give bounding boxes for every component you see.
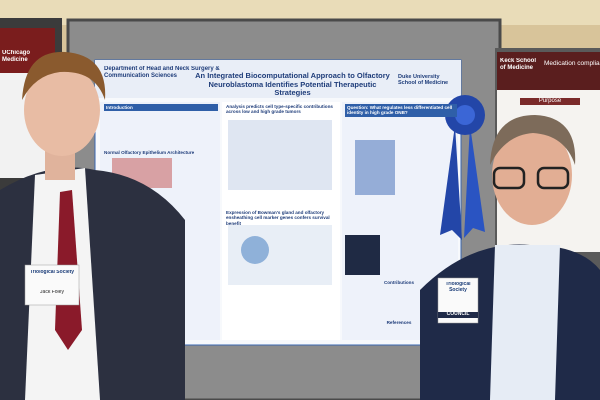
poster-title: An Integrated Biocomputational Approach … (195, 72, 390, 98)
badge-org: Triological Society (29, 270, 75, 275)
ribbon-tail (464, 125, 485, 238)
section-heading: Question: What regulates less differenti… (345, 104, 457, 117)
section-heading: Contributions (383, 280, 415, 285)
rosette-center (455, 105, 475, 125)
ribbon-tail (440, 125, 462, 240)
right-poster-logo: Keck School of Medicine (500, 58, 537, 71)
badge-role: COUNCIL (438, 312, 478, 318)
right-poster-heading: Medication complia (544, 60, 600, 67)
glasses (536, 166, 570, 190)
section-heading: Introduction (104, 104, 218, 112)
badge-name: Jack Foley (40, 290, 64, 295)
glasses (492, 166, 526, 190)
right-poster-section: Purpose (520, 98, 580, 105)
right-poster-header (497, 52, 600, 90)
section-heading: Normal Olfactory Epithelium Architecture (104, 150, 195, 155)
figure (241, 236, 269, 264)
poster-logo: Duke University School of Medicine (398, 74, 449, 87)
section-heading: References (386, 320, 412, 325)
badge-org: Triological Society (445, 282, 471, 293)
figure (355, 140, 395, 195)
name-badge (24, 264, 80, 306)
figure (228, 120, 332, 190)
poster-header (95, 60, 461, 98)
hair (490, 115, 576, 165)
poster-department: Department of Head and Neck Surgery & Co… (104, 66, 220, 79)
figure (345, 235, 380, 275)
shirt (490, 245, 560, 400)
face (24, 64, 100, 156)
hair (22, 51, 106, 100)
left-poster-logo: UChicago Medicine (2, 50, 31, 63)
face (492, 125, 572, 225)
section-heading: Analysis predicts cell type-specific con… (226, 104, 333, 115)
section-heading: Expression of Bowman's gland and olfacto… (226, 210, 330, 226)
